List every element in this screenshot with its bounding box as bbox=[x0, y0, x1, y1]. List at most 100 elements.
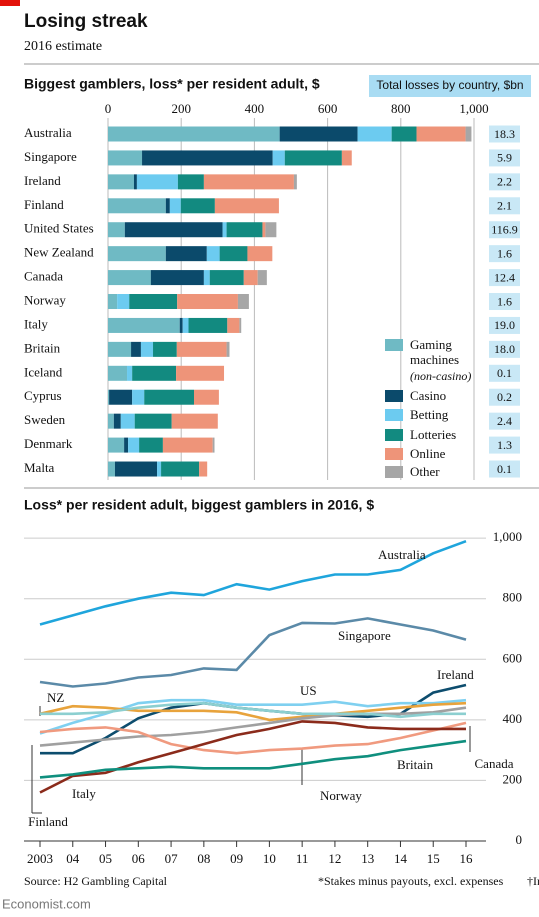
bar-segment bbox=[177, 294, 238, 310]
bar-segment bbox=[108, 317, 180, 333]
series-label: Britain bbox=[397, 757, 434, 772]
total-label: 0.1 bbox=[497, 366, 512, 380]
bar-segment bbox=[214, 198, 279, 214]
series-label: Singapore bbox=[338, 628, 391, 643]
y-tick-label: 400 bbox=[503, 711, 523, 726]
legend-label: Online bbox=[410, 446, 446, 461]
bar-segment bbox=[272, 150, 285, 166]
bar-segment bbox=[153, 341, 177, 357]
x-tick-label: 09 bbox=[230, 851, 243, 866]
bar-segment bbox=[142, 150, 273, 166]
panel-title: Biggest gamblers, loss* per resident adu… bbox=[24, 76, 320, 92]
bar-segment bbox=[108, 437, 125, 453]
bar-segment bbox=[129, 294, 178, 310]
bar-segment bbox=[127, 365, 133, 381]
bar-segment bbox=[237, 294, 249, 310]
category-label: Sweden bbox=[24, 412, 66, 427]
category-label: Singapore bbox=[24, 149, 77, 164]
category-label: Canada bbox=[24, 269, 63, 284]
x-tick-label: 0 bbox=[105, 101, 112, 116]
x-tick-label: 400 bbox=[245, 101, 265, 116]
category-label: Ireland bbox=[24, 173, 61, 188]
series-label: Canada bbox=[475, 756, 514, 771]
bar-segment bbox=[203, 174, 294, 190]
title: Losing streak bbox=[24, 11, 148, 32]
total-label: 0.1 bbox=[497, 462, 512, 476]
legend-label: Lotteries bbox=[410, 427, 457, 442]
totals-header-box bbox=[369, 75, 531, 97]
x-tick-label: 05 bbox=[99, 851, 112, 866]
x-tick-label: 2003 bbox=[27, 851, 53, 866]
x-tick-label: 08 bbox=[197, 851, 210, 866]
bar-segment bbox=[239, 317, 242, 333]
bar-segment bbox=[243, 270, 258, 286]
total-label: 5.9 bbox=[497, 151, 512, 165]
bar-segment bbox=[357, 126, 392, 142]
totals-header: Total losses by country, $bn bbox=[376, 78, 523, 92]
series-label: US bbox=[300, 683, 317, 698]
total-box bbox=[489, 460, 520, 478]
total-label: 2.2 bbox=[497, 175, 512, 189]
bar-segment bbox=[212, 437, 215, 453]
legend-swatch bbox=[385, 390, 403, 402]
bar-segment bbox=[108, 246, 166, 262]
series-label: Ireland bbox=[437, 667, 474, 682]
footnote: *Stakes minus payouts, excl. expenses bbox=[318, 874, 504, 888]
line-series bbox=[40, 701, 466, 719]
bar-segment bbox=[219, 246, 248, 262]
category-label: Denmark bbox=[24, 436, 73, 451]
y-tick-label: 800 bbox=[503, 590, 523, 605]
bar-segment bbox=[109, 389, 133, 405]
bar-segment bbox=[134, 413, 172, 429]
category-label: Britain bbox=[24, 340, 61, 355]
bar-segment bbox=[226, 222, 263, 238]
bar-segment bbox=[247, 246, 273, 262]
bar-segment bbox=[416, 126, 466, 142]
total-box bbox=[489, 197, 520, 215]
line-series bbox=[39, 721, 467, 755]
legend-label: Other bbox=[410, 464, 440, 479]
bar-segment bbox=[179, 317, 183, 333]
y-tick-label: 0 bbox=[516, 832, 523, 847]
y-tick-label: 600 bbox=[503, 650, 523, 665]
bar-segment bbox=[165, 246, 207, 262]
bar-segment bbox=[262, 222, 266, 238]
total-label: 1.3 bbox=[497, 438, 512, 452]
bar-segment bbox=[108, 294, 118, 310]
series-label: NZ bbox=[47, 690, 64, 705]
category-label: Finland bbox=[24, 197, 64, 212]
bar-segment bbox=[171, 413, 218, 429]
total-box bbox=[489, 388, 520, 406]
total-label: 12.4 bbox=[494, 270, 515, 284]
legend-label: Betting bbox=[410, 407, 449, 422]
bar-segment bbox=[124, 437, 129, 453]
series-label: Finland bbox=[28, 814, 68, 829]
bar-segment bbox=[133, 174, 137, 190]
total-box bbox=[489, 412, 520, 430]
series-label: Australia bbox=[378, 547, 426, 562]
x-tick-label: 04 bbox=[66, 851, 80, 866]
category-label: New Zealand bbox=[24, 245, 94, 260]
total-label: 18.3 bbox=[494, 127, 515, 141]
legend-swatch bbox=[385, 409, 403, 421]
x-tick-label: 10 bbox=[263, 851, 276, 866]
x-tick-label: 800 bbox=[391, 101, 411, 116]
total-label: 2.1 bbox=[497, 199, 512, 213]
source: Source: H2 Gambling Capital bbox=[24, 874, 168, 888]
category-label: Iceland bbox=[24, 364, 63, 379]
category-label: United States bbox=[24, 221, 94, 236]
bar-segment bbox=[157, 461, 162, 477]
x-tick-label: 07 bbox=[165, 851, 179, 866]
bar-segment bbox=[117, 294, 130, 310]
legend-swatch bbox=[385, 466, 403, 478]
bar-segment bbox=[139, 437, 163, 453]
line-series bbox=[39, 617, 467, 688]
total-box bbox=[489, 340, 520, 358]
bar-segment bbox=[194, 389, 219, 405]
bar-segment bbox=[108, 365, 128, 381]
bar-segment bbox=[293, 174, 297, 190]
bar-segment bbox=[136, 174, 178, 190]
total-box bbox=[489, 364, 520, 382]
bar-segment bbox=[108, 174, 134, 190]
